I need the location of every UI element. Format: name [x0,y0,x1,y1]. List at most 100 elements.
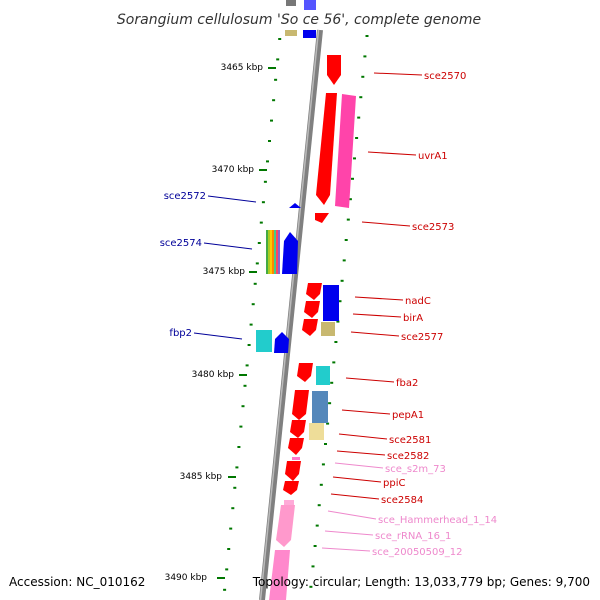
scale-dash [228,476,236,478]
gene-ppiC [285,461,301,481]
gene-sce2573 [315,213,329,223]
tick-dot [276,58,280,61]
map-title: Sorangium cellulosum 'So ce 56', complet… [117,12,481,28]
label-sce_20050509_12: sce_20050509_12 [372,547,462,558]
gene-pink-feature [335,94,356,208]
label-uvrA1: uvrA1 [418,151,448,162]
tick-dot [317,504,321,507]
tick-dot [266,160,269,163]
gene-paleyellow-feature [309,423,324,440]
tick-dots-right [309,35,369,588]
label-sce2584: sce2584 [381,495,423,506]
right-strand-features [269,55,356,600]
connector-pepA1 [341,409,391,415]
gene-uvrA1 [316,93,337,205]
gene-feature [304,0,316,10]
footer-summary: Topology: circular; Length: 13,033,779 b… [252,575,590,589]
scale-label-3485: 3485 kbp [180,472,223,482]
tick-dot [253,282,257,285]
tick-dot [268,140,271,142]
tick-dot [261,201,265,204]
label-fba2: fba2 [396,378,418,389]
connector-uvrA1 [367,151,417,156]
tick-dot [328,402,332,405]
tick-dot [361,75,365,78]
scale-label-3490: 3490 kbp [165,573,208,583]
label-sce_rRNA_16_1: sce_rRNA_16_1 [375,531,451,542]
gene-sce2572 [289,203,301,208]
tick-dot [363,55,367,58]
gene-sce2577-red [302,319,318,336]
tick-dot [330,381,334,384]
label-sce2572: sce2572 [164,191,206,202]
tick-dot [319,483,323,486]
tick-dot [355,137,359,139]
gene-feature [303,30,316,38]
left-labels: sce2572 sce2574 fbp2 [160,191,206,339]
gene-birA [304,301,320,318]
gene-nadC [306,283,322,300]
connector-sce2582 [336,450,386,456]
scale-dash [259,169,267,171]
tick-dot [270,119,273,122]
label-ppiC: ppiC [383,478,405,489]
label-sce2573: sce2573 [412,222,454,233]
tick-dot [357,116,361,119]
tick-dot [255,262,259,265]
gene-pepA1 [292,390,309,420]
tick-dot [359,96,363,99]
tick-dot [237,446,241,448]
tick-dot [313,545,317,547]
label-sce2581: sce2581 [389,435,431,446]
tick-dot [346,218,350,221]
tick-dot [274,78,278,81]
tick-dot [241,405,245,408]
gene-steelblue-feature [312,391,328,423]
connector-fba2 [345,377,395,383]
stripe [268,230,270,274]
stripe [278,230,280,274]
gene-sce2584 [283,481,299,495]
tick-dot [229,527,233,530]
gene-sce2570 [327,55,341,85]
connector-sce_rRNA_16_1 [324,530,374,536]
tick-dot [249,323,253,326]
tick-dot [309,585,313,588]
gene-sce2581 [290,420,306,438]
tick-dot [263,180,267,183]
connector-sce_20050509_12 [321,547,371,552]
scale-label-3475: 3475 kbp [203,267,246,277]
scale-dash [249,271,257,273]
tick-dot [311,565,315,568]
stripe [270,230,272,274]
tick-dot [348,198,352,201]
tick-dot [332,361,336,364]
stripe [274,230,276,274]
scale-label-3480: 3480 kbp [192,370,235,380]
tick-dot [272,99,276,102]
label-sce_s2m_73: sce_s2m_73 [385,464,446,475]
tick-dot [365,35,369,37]
tick-dot [326,422,330,425]
connector-sce2572 [207,195,257,203]
connector-sce2570 [373,72,423,76]
gene-sce2582 [288,438,304,455]
connector-sce2581 [338,433,388,440]
tick-dot [245,364,249,367]
genome-backbone-highlight [259,29,320,600]
tick-dot [243,384,247,387]
tick-dot [231,507,235,510]
label-connectors [193,72,423,552]
tick-dot [257,242,261,244]
label-sce2570: sce2570 [424,71,466,82]
tick-dot [334,341,338,343]
tick-dot [223,588,227,591]
label-sce2577: sce2577 [401,332,443,343]
connector-nadC [354,296,404,301]
footer-accession: Accession: NC_010162 [9,575,145,589]
label-pepA1: pepA1 [392,410,424,421]
tick-dot [225,568,229,571]
left-strand-features [256,203,301,353]
stripe [276,230,278,274]
